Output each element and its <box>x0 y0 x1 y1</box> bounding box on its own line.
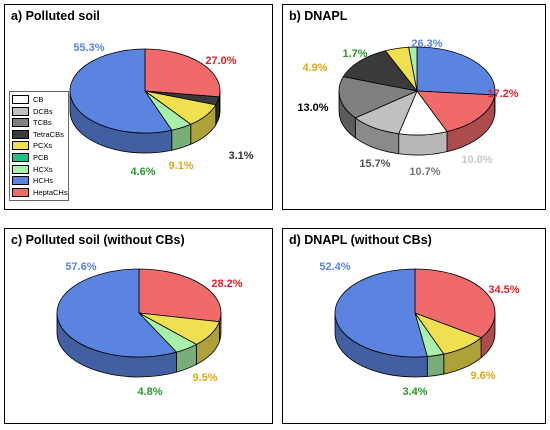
slice-label-heptachs: 34.5% <box>488 284 519 296</box>
pie-slice-heptachs <box>138 268 222 323</box>
panel-c: c) Polluted soil (without CBs) 28.2% 9.5%… <box>4 228 273 424</box>
legend-swatch <box>12 106 29 116</box>
legend-label: CB <box>33 95 44 104</box>
pie-slice-hchs <box>334 268 428 358</box>
legend-label: HeptaCHs <box>33 187 68 197</box>
pie-top <box>334 268 496 358</box>
pie-slice-tetracbs <box>342 50 418 92</box>
slice-label-tetracbs: 13.0% <box>297 102 328 114</box>
slice-label-tcbs: 15.7% <box>359 158 390 170</box>
pie-top <box>56 268 222 358</box>
slice-label-heptachs: 27.0% <box>205 55 236 67</box>
legend-label: PCB <box>33 153 49 162</box>
pie-top <box>338 46 496 136</box>
panel-d: d) DNAPL (without CBs) 34.5% 9.6% 3.4% 52.4… <box>282 228 546 424</box>
slice-label-heptachs: 28.2% <box>211 278 242 290</box>
pie-slice-hchs <box>416 46 496 96</box>
legend-label: TetraCBs <box>33 129 64 139</box>
legend-swatch <box>12 176 29 186</box>
slice-label-hchs: 57.6% <box>65 261 96 273</box>
panel-b: b) DNAPL 26.3% 17.2% 10.0% 10.7% 15.7% 13.0% 4… <box>282 4 546 210</box>
pie-slice-heptachs <box>144 48 221 98</box>
slice-label-pcxs: 9.1% <box>168 160 193 172</box>
legend-label: DCBs <box>33 106 53 116</box>
slice-label-hchs: 26.3% <box>411 38 442 50</box>
pie-slice-hcxs <box>408 46 418 92</box>
legend-label: HCXs <box>33 164 53 174</box>
panel-title-c: c) Polluted soil (without CBs) <box>11 233 185 247</box>
slice-label-hcxs: 4.6% <box>130 166 155 178</box>
slice-label-heptachs: 17.2% <box>487 88 518 100</box>
legend-swatch <box>12 118 29 128</box>
slice-label-dcbs: 10.7% <box>409 166 440 178</box>
slice-label-tetracbs: 3.1% <box>228 150 253 162</box>
pie-chart-c: 28.2% 9.5% 4.8% 57.6% <box>56 261 243 398</box>
slice-label-hcxs: 1.7% <box>342 48 367 60</box>
legend-swatch <box>12 141 29 151</box>
legend-swatch <box>12 129 29 139</box>
pie-slice-heptachs <box>416 90 496 133</box>
slice-label-pcxs: 9.6% <box>470 370 495 382</box>
pie-sides <box>334 312 496 378</box>
slice-label-hcxs: 4.8% <box>137 386 162 398</box>
legend-label: PCXs <box>33 141 53 151</box>
pie-slice-heptachs <box>414 268 496 339</box>
panel-title-a: a) Polluted soil <box>11 9 100 23</box>
pie-top <box>69 48 221 134</box>
slice-label-hcxs: 3.4% <box>402 386 427 398</box>
legend-swatch <box>12 95 29 104</box>
panel-a: a) Polluted soil 27.0% 3.1% 9.1% 4.6% 55.3% … <box>4 4 273 210</box>
legend-swatch <box>12 164 29 174</box>
legend: CB DCBs TCBs TetraCBs PCXs PCB HCXs HCHs HeptaCH… <box>9 91 69 201</box>
slice-label-pcxs: 4.9% <box>302 62 327 74</box>
legend-swatch <box>12 153 29 162</box>
pie-slice-hchs <box>69 48 173 134</box>
pie-sides <box>56 312 222 378</box>
panel-title-b: b) DNAPL <box>289 9 348 23</box>
slice-label-hchs: 55.3% <box>73 42 104 54</box>
slice-label-cb: 10.0% <box>461 154 492 166</box>
slice-label-hchs: 52.4% <box>319 261 350 273</box>
pie-chart-d: 34.5% 9.6% 3.4% 52.4% <box>319 261 519 398</box>
legend-swatch <box>12 187 29 197</box>
pie-chart-a: 27.0% 3.1% 9.1% 4.6% 55.3% <box>69 42 254 178</box>
pie-slice-hchs <box>56 268 178 358</box>
legend-label: HCHs <box>33 176 53 186</box>
pie-side-hcxs <box>426 353 445 377</box>
pie-chart-b: 26.3% 17.2% 10.0% 10.7% 15.7% 13.0% 4.9% 1.7% <box>297 38 518 178</box>
legend-label: TCBs <box>33 118 52 128</box>
slice-label-pcxs: 9.5% <box>192 372 217 384</box>
pie-slice-tcbs <box>338 76 419 119</box>
panel-title-d: d) DNAPL (without CBs) <box>289 233 432 247</box>
